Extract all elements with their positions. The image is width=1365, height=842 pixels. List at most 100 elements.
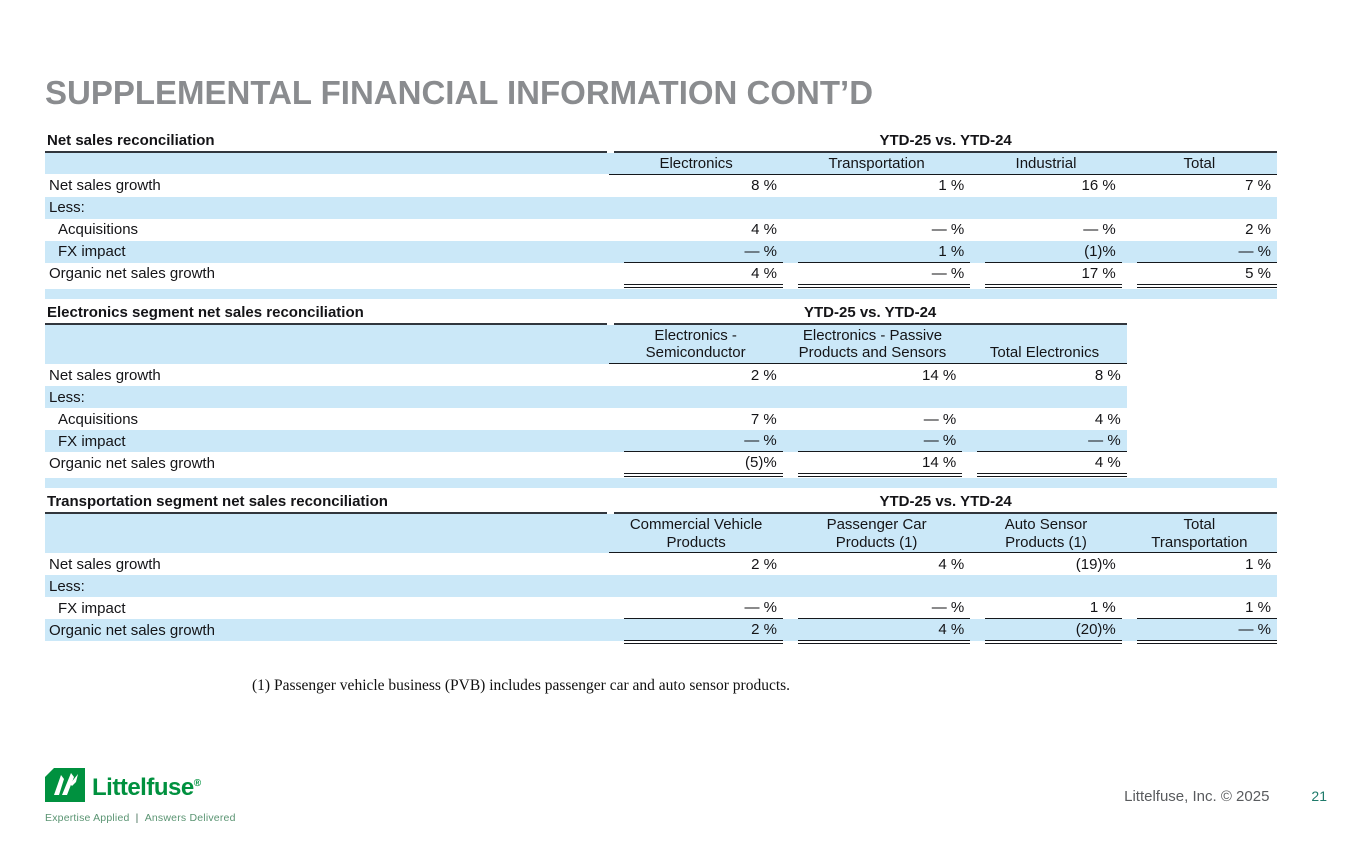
value-cell: — %: [783, 408, 963, 430]
value-cell: [782, 196, 971, 219]
row-label: Less:: [49, 577, 85, 595]
table-row: Net sales growth 2 % 14 % 8 %: [45, 364, 1127, 387]
row-label: Acquisitions: [58, 410, 139, 428]
cell-value: 14 %: [922, 366, 957, 384]
tables-area: Net sales reconciliation YTD-25 vs. YTD-2…: [45, 130, 1278, 645]
table-row: Organic net sales growth (5)% 14 % 4 %: [45, 452, 1128, 478]
value-cell: (5)%: [609, 452, 783, 478]
cell-value: [798, 575, 970, 597]
cell-value: — %: [1136, 619, 1278, 645]
page-title: SUPPLEMENTAL FINANCIAL INFORMATION CONT’…: [45, 74, 874, 111]
cell-value: [1137, 575, 1277, 597]
cell-value: 4 %: [624, 263, 783, 288]
cell-value: 2 %: [751, 555, 777, 573]
row-label: Net sales growth: [49, 366, 161, 384]
cell-value: [985, 575, 1122, 597]
column-header: Total Transportation: [1151, 516, 1248, 551]
row-label-cell: FX impact: [45, 240, 610, 263]
footer: Littelfuse® Expertise Applied | Answers …: [45, 768, 1327, 824]
value-cell: — %: [962, 430, 1127, 453]
value-cell: (19)%: [970, 553, 1122, 576]
value-cell: 1 %: [783, 174, 970, 197]
value-cell: 2 %: [609, 553, 783, 576]
empty-header-cell: [45, 153, 610, 175]
value-cell: — %: [783, 219, 970, 241]
value-cell: — %: [609, 240, 783, 263]
value-cell: [970, 196, 1122, 219]
table-name-cell: Net sales reconciliation: [45, 130, 609, 153]
value-cell: [782, 386, 963, 409]
cell-value: (1)%: [985, 241, 1122, 263]
page-number: 21: [1311, 788, 1327, 804]
electronics-segment-table: Electronics segment net sales reconcilia…: [45, 302, 1128, 478]
cell-value: 1 %: [797, 241, 971, 263]
row-label: Organic net sales growth: [49, 454, 215, 472]
value-cell: — %: [783, 263, 971, 288]
column-header: Electronics - Semiconductor: [645, 326, 746, 362]
column-header: Electronics: [659, 155, 733, 172]
cell-value: 17 %: [985, 263, 1122, 288]
row-label: Net sales growth: [49, 177, 161, 195]
copyright-text: Littelfuse, Inc. © 2025: [1124, 787, 1270, 805]
cell-value: 8 %: [1094, 366, 1121, 384]
table-title-row: Electronics segment net sales reconcilia…: [45, 302, 1127, 325]
value-cell: 1 %: [1122, 553, 1277, 576]
value-cell: (20)%: [970, 619, 1122, 645]
stripe-divider: [45, 288, 1277, 299]
value-cell: — %: [1121, 240, 1277, 263]
column-header: Transportation: [828, 155, 925, 172]
column-header-row: Commercial Vehicle Products Passenger Car…: [45, 514, 1277, 554]
value-cell: 1 %: [1122, 597, 1277, 620]
stripe-divider: [45, 478, 1277, 489]
cell-value: — %: [797, 430, 963, 453]
net-sales-reconciliation-section: Net sales reconciliation YTD-25 vs. YTD-2…: [45, 130, 1278, 299]
cell-value: (5)%: [623, 452, 783, 478]
table-name: Electronics segment net sales reconcilia…: [45, 304, 607, 325]
column-header-row: Electronics - Semiconductor Electronics -…: [45, 324, 1127, 365]
row-label-cell: Net sales growth: [45, 553, 609, 576]
cell-value: — %: [931, 221, 965, 239]
cell-value: 4 %: [938, 555, 965, 573]
column-header: Total: [1183, 155, 1216, 172]
table-name-cell: Electronics segment net sales reconcilia…: [45, 302, 609, 325]
row-label: FX impact: [58, 432, 126, 450]
cell-value: [977, 386, 1126, 408]
value-cell: — %: [608, 430, 783, 453]
cell-value: — %: [1136, 241, 1277, 263]
logo-row: Littelfuse®: [45, 768, 236, 807]
tagline-left: Expertise Applied: [45, 812, 130, 824]
value-cell: 1 %: [970, 597, 1122, 620]
row-label-cell: Less:: [45, 575, 610, 598]
table-name: Transportation segment net sales reconci…: [45, 493, 608, 515]
value-cell: 16 %: [970, 174, 1122, 197]
row-label-cell: FX impact: [45, 430, 609, 453]
registered-mark: ®: [193, 777, 201, 789]
cell-value: — %: [1083, 221, 1116, 239]
value-cell: 4 %: [962, 408, 1126, 430]
value-cell: — %: [783, 597, 971, 620]
value-cell: [970, 575, 1122, 598]
cell-value: [624, 386, 783, 408]
table-name-cell: Transportation segment net sales reconci…: [45, 491, 609, 515]
value-cell: 4 %: [609, 263, 783, 288]
column-header-cell: Electronics - Semiconductor: [608, 324, 783, 365]
row-label-cell: Organic net sales growth: [45, 452, 609, 474]
table-row: Net sales growth 8 % 1 % 16 % 7 %: [45, 174, 1277, 197]
row-label-cell: Net sales growth: [45, 174, 609, 197]
logo-tagline: Expertise Applied | Answers Delivered: [45, 812, 236, 824]
cell-value: (20)%: [985, 619, 1122, 645]
row-label-cell: Organic net sales growth: [45, 619, 610, 642]
cell-value: 8 %: [751, 177, 777, 195]
cell-value: 4 %: [1094, 410, 1121, 428]
row-label-cell: Less:: [45, 386, 609, 409]
value-cell: 2 %: [609, 364, 783, 387]
cell-value: — %: [797, 263, 971, 288]
row-label-cell: Organic net sales growth: [45, 263, 609, 285]
row-label: Net sales growth: [49, 555, 161, 573]
table-row: Acquisitions 7 % — % 4 %: [45, 408, 1127, 430]
cell-value: (19)%: [1075, 555, 1116, 573]
value-cell: [608, 386, 783, 409]
table-row: FX impact — % 1 % (1)% — %: [45, 240, 1277, 263]
column-header: Passenger Car Products (1): [826, 516, 927, 551]
table-period-cell: YTD-25 vs. YTD-24: [609, 130, 1277, 153]
